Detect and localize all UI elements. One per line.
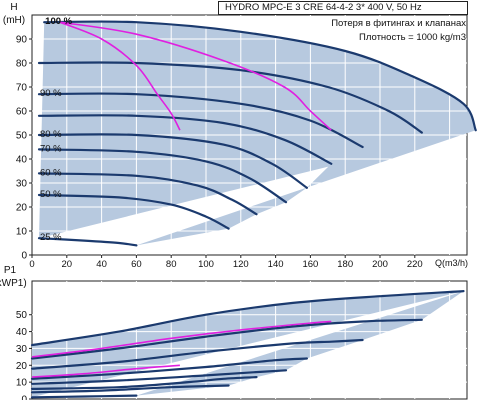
x-tick-label: 120 — [233, 259, 249, 270]
head-y-tick-labels: 0 10 20 30 40 50 60 70 80 90 — [16, 35, 32, 262]
curve-2 — [30, 338, 364, 370]
power-curves — [30, 290, 465, 399]
x-tick-label: 40 — [96, 259, 107, 270]
power-y-tick-labels: 0 10 20 30 40 50 — [16, 310, 32, 400]
power-operating-region — [32, 291, 464, 398]
flow-axis-label: Q(m3/h) — [435, 258, 468, 268]
curve-label: 50 % — [40, 189, 62, 200]
y-tick-label: 10 — [16, 227, 28, 238]
curve-label: 90 % — [40, 88, 62, 99]
y-tick-label: 40 — [16, 327, 28, 338]
y-tick-label: 50 — [16, 131, 28, 142]
x-tick-label: 200 — [372, 259, 388, 270]
system-curve-0 — [31, 320, 332, 358]
curve-label: 60 % — [40, 167, 62, 178]
curve-label: 80 % — [40, 129, 62, 140]
curve-6 — [30, 384, 230, 394]
x-tick-label: 140 — [268, 259, 284, 270]
curve-7 — [37, 193, 230, 230]
curve-label: 70 % — [40, 143, 62, 154]
y-tick-label: 30 — [16, 179, 28, 190]
density-note: Плотность = 1000 kg/m3 — [359, 32, 466, 43]
y-tick-label: 10 — [16, 378, 28, 389]
curve-7 — [30, 394, 138, 399]
power-system-curves — [31, 320, 332, 378]
curve-3 — [30, 357, 308, 380]
y-tick-label: 50 — [16, 310, 28, 321]
x-tick-label: 100 — [198, 259, 214, 270]
y-tick-label: 0 — [21, 251, 27, 262]
head-curves — [37, 20, 477, 247]
curve-label: 25 % — [40, 232, 62, 243]
system-curve-0 — [59, 21, 332, 131]
curve-6 — [37, 172, 258, 216]
y-tick-label: 70 — [16, 83, 28, 94]
x-tick-label: 0 — [29, 259, 34, 270]
head-curve-labels: 100 % 90 % 80 % 70 % 60 % 50 % 25 % — [40, 16, 73, 243]
y-tick-label: 30 — [16, 344, 28, 355]
curve-0 — [43, 20, 477, 132]
head-x-tick-labels: 0 20 40 60 80 100 120 140 160 180 200 220 — [29, 255, 423, 270]
curve-4 — [37, 133, 308, 189]
x-tick-label: 220 — [407, 259, 423, 270]
curve-0 — [30, 290, 465, 347]
pump-model-title: HYDRO MPC-E 3 CRE 64-4-2 3* 400 V, 50 Hz — [218, 1, 468, 15]
y-tick-label: 90 — [16, 35, 28, 46]
curve-1 — [37, 61, 423, 134]
curve-5 — [37, 148, 288, 204]
curve-2 — [37, 92, 364, 149]
x-tick-label: 20 — [62, 259, 73, 270]
fitting-loss-note: Потеря в фитингах и клапанах — [331, 18, 466, 29]
system-curve-1 — [31, 364, 180, 378]
head-chart: 100 % 90 % 80 % 70 % 60 % 50 % 25 % 0 10 20 30 40 5… — [3, 2, 477, 270]
y-tick-label: 80 — [16, 59, 28, 70]
x-tick-label: 160 — [302, 259, 318, 270]
head-system-curves — [59, 21, 332, 131]
chart-info-box: HYDRO MPC-E 3 CRE 64-4-2 3* 400 V, 50 Hz… — [218, 1, 468, 47]
y-tick-label: 40 — [16, 155, 28, 166]
curve-5 — [30, 376, 258, 390]
y-tick-label: 0 — [21, 395, 27, 400]
x-tick-label: 80 — [166, 259, 177, 270]
x-tick-label: 60 — [131, 259, 142, 270]
x-tick-label: 180 — [337, 259, 353, 270]
system-curve-1 — [59, 21, 181, 131]
curve-3 — [37, 114, 333, 165]
curve-8 — [37, 237, 138, 247]
head-operating-region — [39, 21, 476, 246]
power-axis-label: P1(kWP1) — [0, 265, 27, 289]
head-axis-label: H (mH) — [3, 2, 25, 26]
y-tick-label: 20 — [16, 361, 28, 372]
curve-label: 100 % — [45, 16, 72, 27]
power-chart: 0 10 20 30 40 50 P1(kWP1) — [0, 265, 468, 400]
y-tick-label: 60 — [16, 107, 28, 118]
curve-1 — [30, 318, 423, 360]
curve-4 — [30, 369, 288, 385]
y-tick-label: 20 — [16, 203, 28, 214]
